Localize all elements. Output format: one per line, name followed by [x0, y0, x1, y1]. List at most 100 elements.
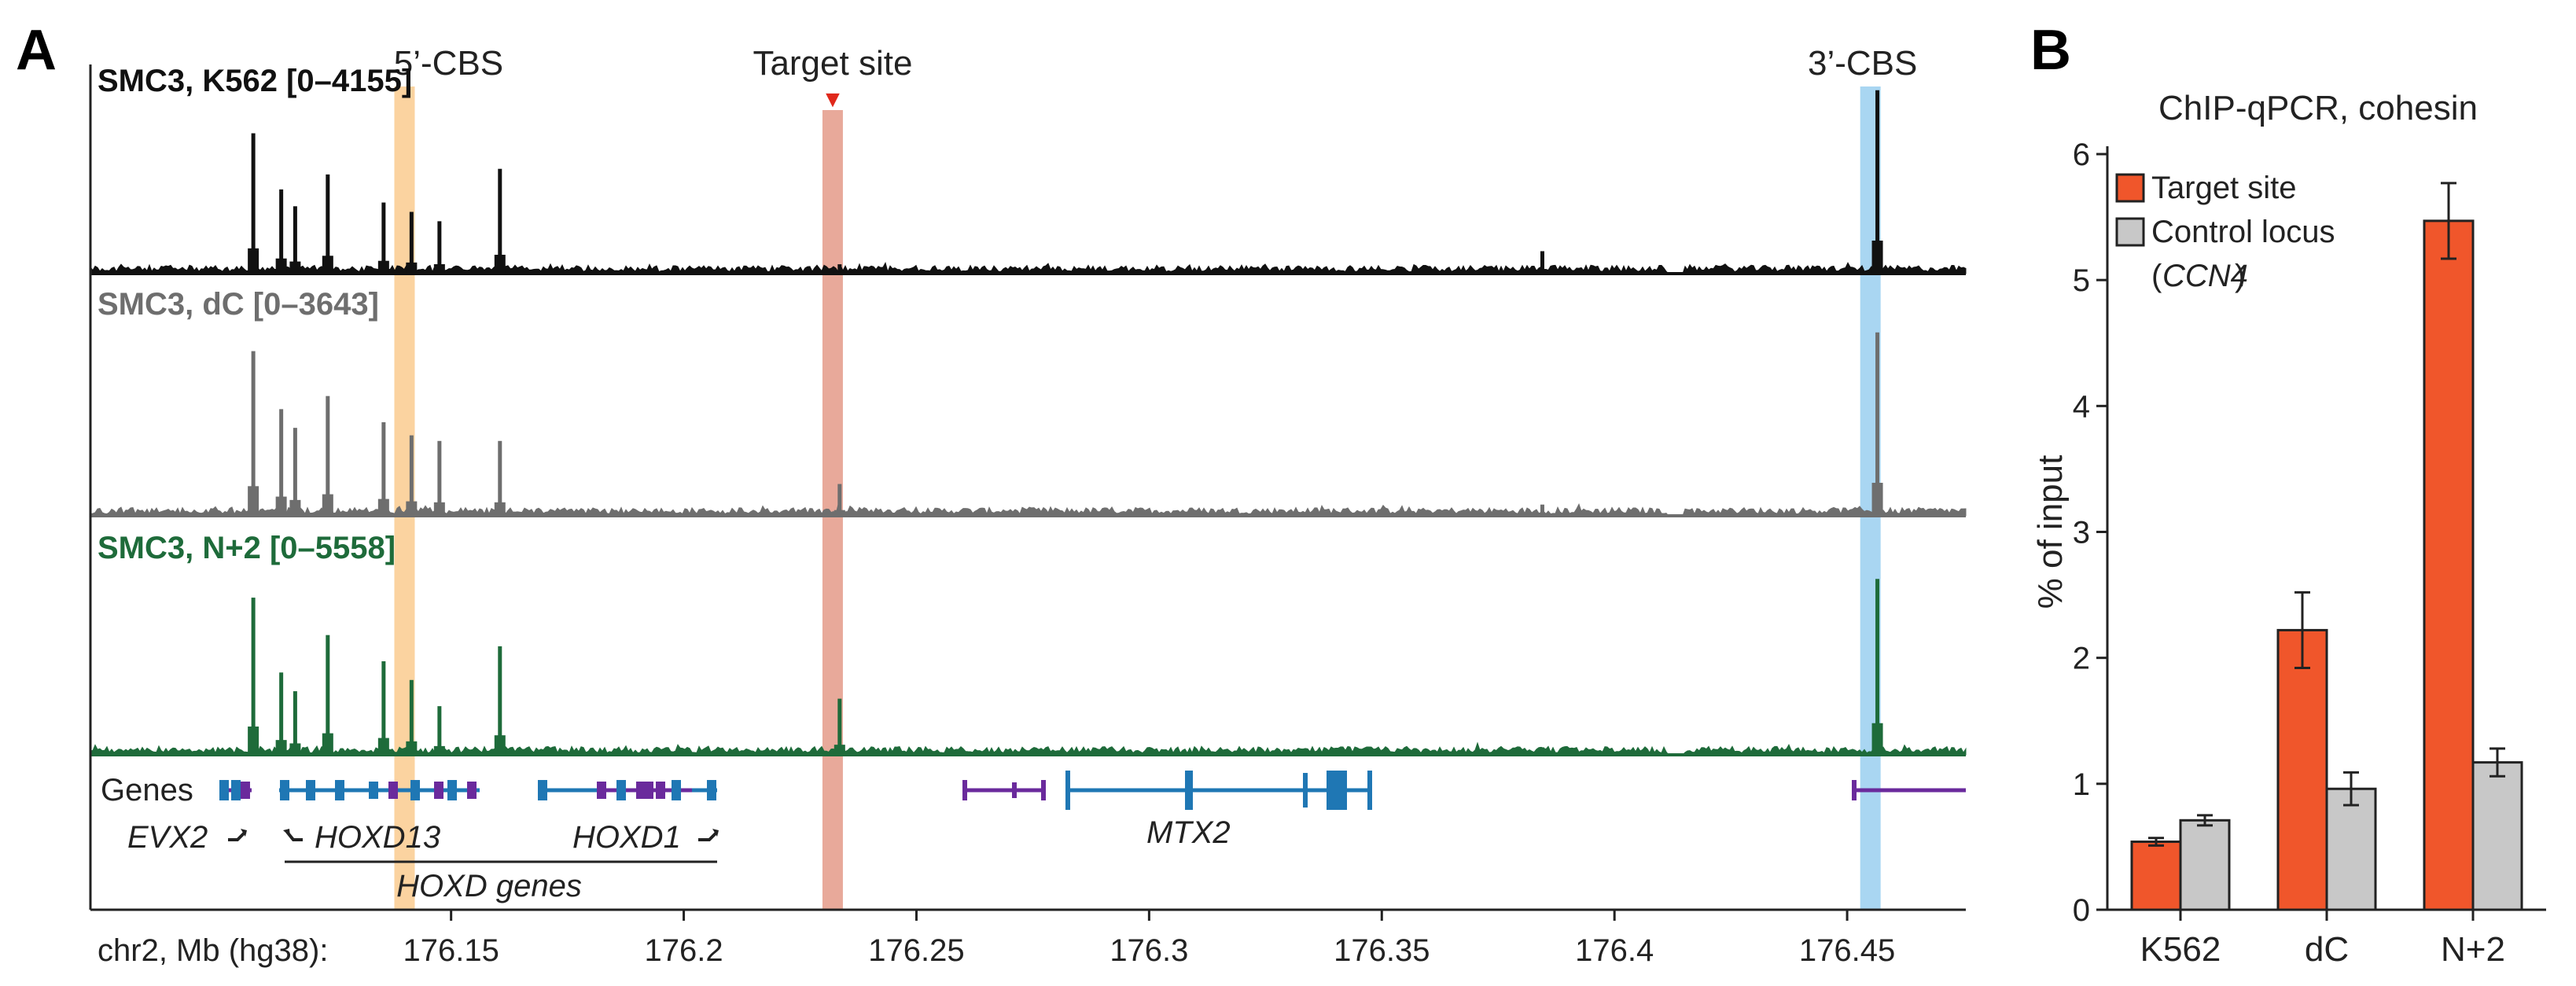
- peak-base-n2: [1536, 753, 1548, 755]
- peak-base-n2: [433, 745, 445, 755]
- bar-chart-title: ChIP-qPCR, cohesin: [2158, 89, 2478, 127]
- legend-paren-close: ): [2235, 259, 2245, 293]
- peak-n2: [437, 706, 442, 755]
- genome-tick-label: 176.4: [1575, 933, 1654, 968]
- gene-name-hoxd13: HOXD13: [315, 820, 440, 855]
- y-tick-label: 1: [2073, 767, 2090, 802]
- peak-dc: [279, 409, 284, 516]
- y-tick-label: 4: [2073, 389, 2090, 424]
- peak-k562: [437, 221, 442, 274]
- peak-base-k562: [406, 262, 418, 274]
- peak-base-n2: [248, 727, 259, 755]
- bar-target: [2130, 841, 2182, 911]
- gene-exon: [1852, 780, 1857, 800]
- gene-exon-mtx2: [1303, 773, 1308, 808]
- peak-base-dc: [494, 502, 506, 516]
- gene-exon-mtx2: [1333, 771, 1341, 810]
- y-tick-label: 6: [2073, 138, 2090, 172]
- peak-base-n2: [834, 745, 845, 755]
- gene-name-hoxd1: HOXD1: [572, 820, 681, 855]
- peak-dc: [1540, 504, 1544, 516]
- y-tick-label: 3: [2073, 516, 2090, 550]
- peak-n2: [1875, 579, 1880, 755]
- peak-base-k562: [275, 258, 287, 274]
- highlight-label: Target site: [753, 44, 912, 83]
- peak-base-n2: [322, 733, 333, 755]
- y-tick-label: 2: [2073, 642, 2090, 676]
- legend-label-control-sub: CCN4: [2162, 259, 2248, 293]
- gene-exon: [962, 780, 967, 800]
- gene-exon-mtx2: [1185, 771, 1193, 810]
- peak-dc: [437, 440, 442, 516]
- gene-exon: [241, 782, 250, 799]
- genome-axis: 176.15 176.2 176.25 176.3 176.35 176.4 176.45 c…: [89, 64, 1966, 968]
- y-tick-label: 5: [2073, 263, 2090, 298]
- peak-k562: [1875, 90, 1880, 274]
- peak-n2: [837, 698, 842, 755]
- gene-exon: [280, 780, 289, 800]
- x-tick-label: K562: [2140, 930, 2221, 969]
- peak-base-dc: [433, 502, 445, 516]
- y-tick-label: 0: [2073, 893, 2090, 928]
- bar-target: [2276, 628, 2328, 911]
- peak-base-dc: [377, 499, 389, 516]
- track-name-dc: SMC3, dC [0–3643]: [98, 287, 379, 322]
- peak-base-n2: [494, 735, 506, 755]
- track-noise-dc: [90, 502, 1967, 517]
- bar-target: [2423, 219, 2475, 911]
- genome-tick-label: 176.2: [645, 933, 723, 968]
- gene-exon: [434, 782, 443, 799]
- peak-k562: [279, 189, 284, 274]
- peak-k562: [326, 174, 330, 274]
- tss-arrow-icon: [698, 830, 719, 841]
- peak-n2: [326, 635, 330, 755]
- legend-label-control: Control locus: [2151, 215, 2335, 249]
- peak-base-dc: [248, 486, 259, 516]
- gene-name-evx2: EVX2: [127, 820, 208, 855]
- peak-dc: [1875, 332, 1880, 516]
- gene-exon: [1012, 782, 1017, 798]
- gene-exon: [1041, 780, 1046, 800]
- y-axis-label: % of input: [2031, 455, 2070, 609]
- peak-k562: [1540, 251, 1544, 274]
- peak-k562: [251, 133, 256, 274]
- genome-tick-label: 176.25: [868, 933, 964, 968]
- legend-swatch-control: [2115, 217, 2145, 247]
- peak-base-dc: [1536, 513, 1548, 516]
- panel-b-label: B: [2030, 19, 2071, 82]
- track-name-n2: SMC3, N+2 [0–5558]: [98, 531, 396, 565]
- peak-base-n2: [1871, 723, 1883, 755]
- peak-base-dc: [322, 494, 333, 516]
- gene-exon: [410, 780, 420, 800]
- peak-base-k562: [377, 260, 389, 274]
- peak-k562: [837, 264, 842, 274]
- track-traces: [90, 90, 1967, 756]
- gene-name-mtx2: MTX2: [1146, 815, 1231, 850]
- peak-dc: [326, 396, 330, 516]
- peak-k562: [409, 212, 414, 274]
- peak-k562: [381, 202, 386, 274]
- gene-exon: [219, 780, 229, 800]
- peak-n2: [251, 598, 256, 755]
- bar-control: [2179, 819, 2231, 911]
- peak-n2: [498, 646, 502, 755]
- genome-axis-label: chr2, Mb (hg38):: [98, 933, 328, 968]
- peak-n2: [1540, 747, 1544, 755]
- hoxd-genes-label: HOXD genes: [396, 869, 582, 903]
- x-tick-label: N+2: [2441, 930, 2505, 969]
- panel-a-label: A: [16, 19, 57, 82]
- highlight-label: 3’-CBS: [1808, 44, 1917, 83]
- gene-exon: [467, 782, 477, 799]
- peak-base-k562: [248, 248, 259, 274]
- gene-exon: [369, 782, 378, 799]
- peak-base-n2: [289, 743, 301, 755]
- gene-exon-mtx2: [1339, 771, 1347, 810]
- peak-dc: [251, 351, 256, 516]
- peak-base-n2: [275, 740, 287, 755]
- track-name-k562: SMC3, K562 [0–4155]: [98, 64, 412, 98]
- genome-tick-label: 176.15: [403, 933, 499, 968]
- gene-exon: [672, 780, 681, 800]
- target-arrow-icon: ▼: [821, 86, 845, 112]
- tss-arrowhead-icon: [712, 829, 719, 837]
